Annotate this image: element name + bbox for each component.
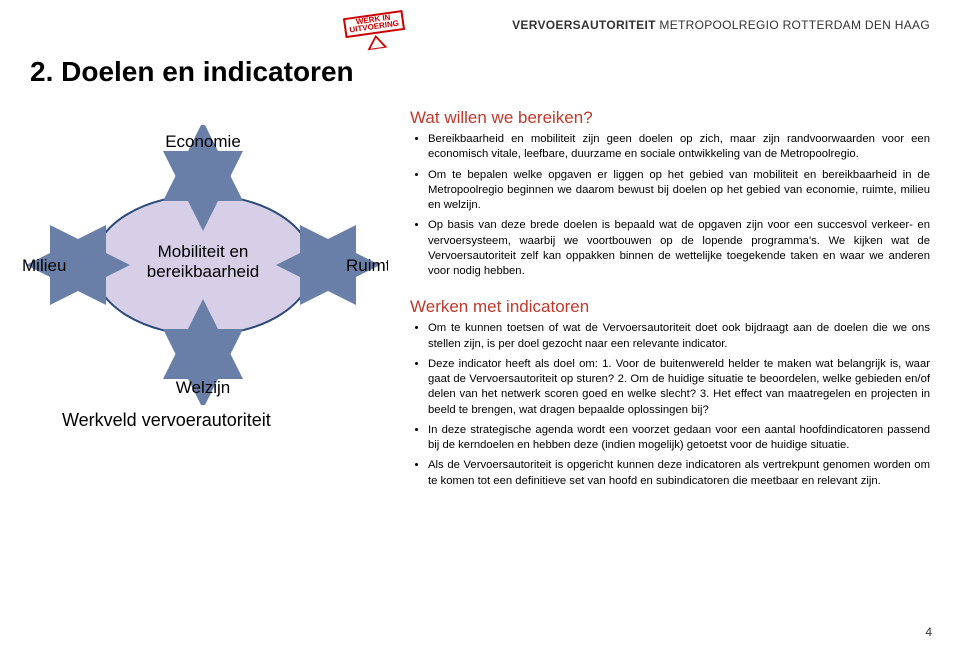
org-header-rest: METROPOOLREGIO ROTTERDAM DEN HAAG <box>656 18 930 32</box>
diagram-center-line2: bereikbaarheid <box>147 262 259 281</box>
section2-title: Werken met indicatoren <box>410 297 930 317</box>
stamp-box: WERK IN UITVOERING <box>343 10 405 38</box>
section2-bullets: Om te kunnen toetsen of wat de Vervoersa… <box>410 321 930 489</box>
org-header: VERVOERSAUTORITEIT METROPOOLREGIO ROTTER… <box>512 18 930 32</box>
diagram-label-left: Milieu <box>22 256 66 275</box>
bullet-item: Deze indicator heeft als doel om: 1. Voo… <box>428 357 930 418</box>
diagram-label-top: Economie <box>165 132 241 151</box>
page-number: 4 <box>925 625 932 639</box>
bullet-item: Als de Vervoersautoriteit is opgericht k… <box>428 458 930 489</box>
diagram-label-right: Ruimte <box>346 256 388 275</box>
work-in-progress-stamp: WERK IN UITVOERING <box>343 10 407 53</box>
right-column: Wat willen we bereiken? Bereikbaarheid e… <box>410 108 930 494</box>
diagram-caption: Werkveld vervoerautoriteit <box>62 410 271 431</box>
diagram-center-line1: Mobiliteit en <box>158 242 249 261</box>
bullet-item: Op basis van deze brede doelen is bepaal… <box>428 218 930 279</box>
section1-title: Wat willen we bereiken? <box>410 108 930 128</box>
bullet-item: Om te kunnen toetsen of wat de Vervoersa… <box>428 321 930 352</box>
org-header-bold: VERVOERSAUTORITEIT <box>512 18 656 32</box>
bullet-item: Om te bepalen welke opgaven er liggen op… <box>428 168 930 214</box>
warning-triangle-icon <box>365 33 387 50</box>
diagram-label-bottom: Welzijn <box>176 378 230 397</box>
section1-bullets: Bereikbaarheid en mobiliteit zijn geen d… <box>410 132 930 279</box>
bullet-item: In deze strategische agenda wordt een vo… <box>428 423 930 454</box>
diagram-svg: Mobiliteit en bereikbaarheid Economie We… <box>18 125 388 405</box>
bullet-item: Bereikbaarheid en mobiliteit zijn geen d… <box>428 132 930 163</box>
page-title: 2. Doelen en indicatoren <box>30 56 354 88</box>
concept-diagram: Mobiliteit en bereikbaarheid Economie We… <box>18 125 388 405</box>
